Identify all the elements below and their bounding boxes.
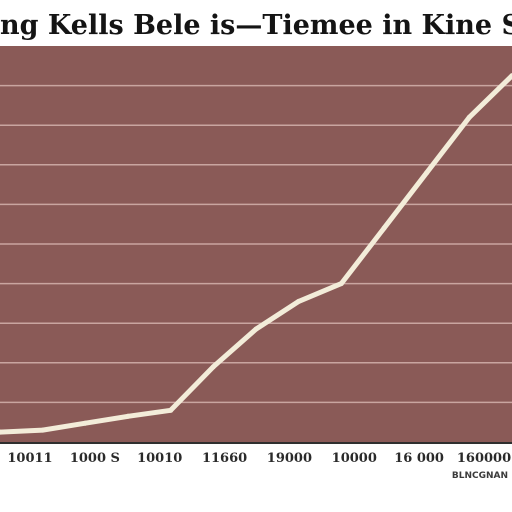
data-point bbox=[82, 420, 88, 426]
corner-note: BLNCGNAN bbox=[452, 471, 508, 481]
data-point bbox=[168, 407, 174, 413]
x-tick-label: 16 000 bbox=[394, 451, 444, 466]
data-point bbox=[466, 114, 472, 120]
x-tick-label: 10000 bbox=[332, 451, 377, 466]
x-tick-label: 1000 S bbox=[70, 451, 120, 466]
data-point bbox=[381, 225, 387, 231]
data-point bbox=[125, 413, 131, 419]
x-tick-label: 10010 bbox=[137, 451, 182, 466]
data-point bbox=[210, 364, 216, 370]
data-point bbox=[296, 298, 302, 304]
x-tick-labels: 10011 1000 S 10010 11660 19000 10000 16 000 160… bbox=[7, 451, 511, 466]
data-point bbox=[40, 427, 46, 433]
x-tick-label: 160000 bbox=[457, 451, 511, 466]
data-points bbox=[0, 73, 512, 435]
data-point bbox=[0, 429, 3, 435]
x-tick-label: 10011 bbox=[7, 451, 52, 466]
data-point bbox=[424, 170, 430, 176]
chart-title: ng Kells Bele is—Tiemee in Kine Seles bbox=[0, 10, 512, 41]
data-point bbox=[338, 281, 344, 287]
x-tick-label: 19000 bbox=[267, 451, 312, 466]
data-point bbox=[253, 326, 259, 332]
data-point bbox=[509, 73, 512, 79]
x-tick-label: 11660 bbox=[202, 451, 247, 466]
gridlines bbox=[0, 84, 512, 404]
